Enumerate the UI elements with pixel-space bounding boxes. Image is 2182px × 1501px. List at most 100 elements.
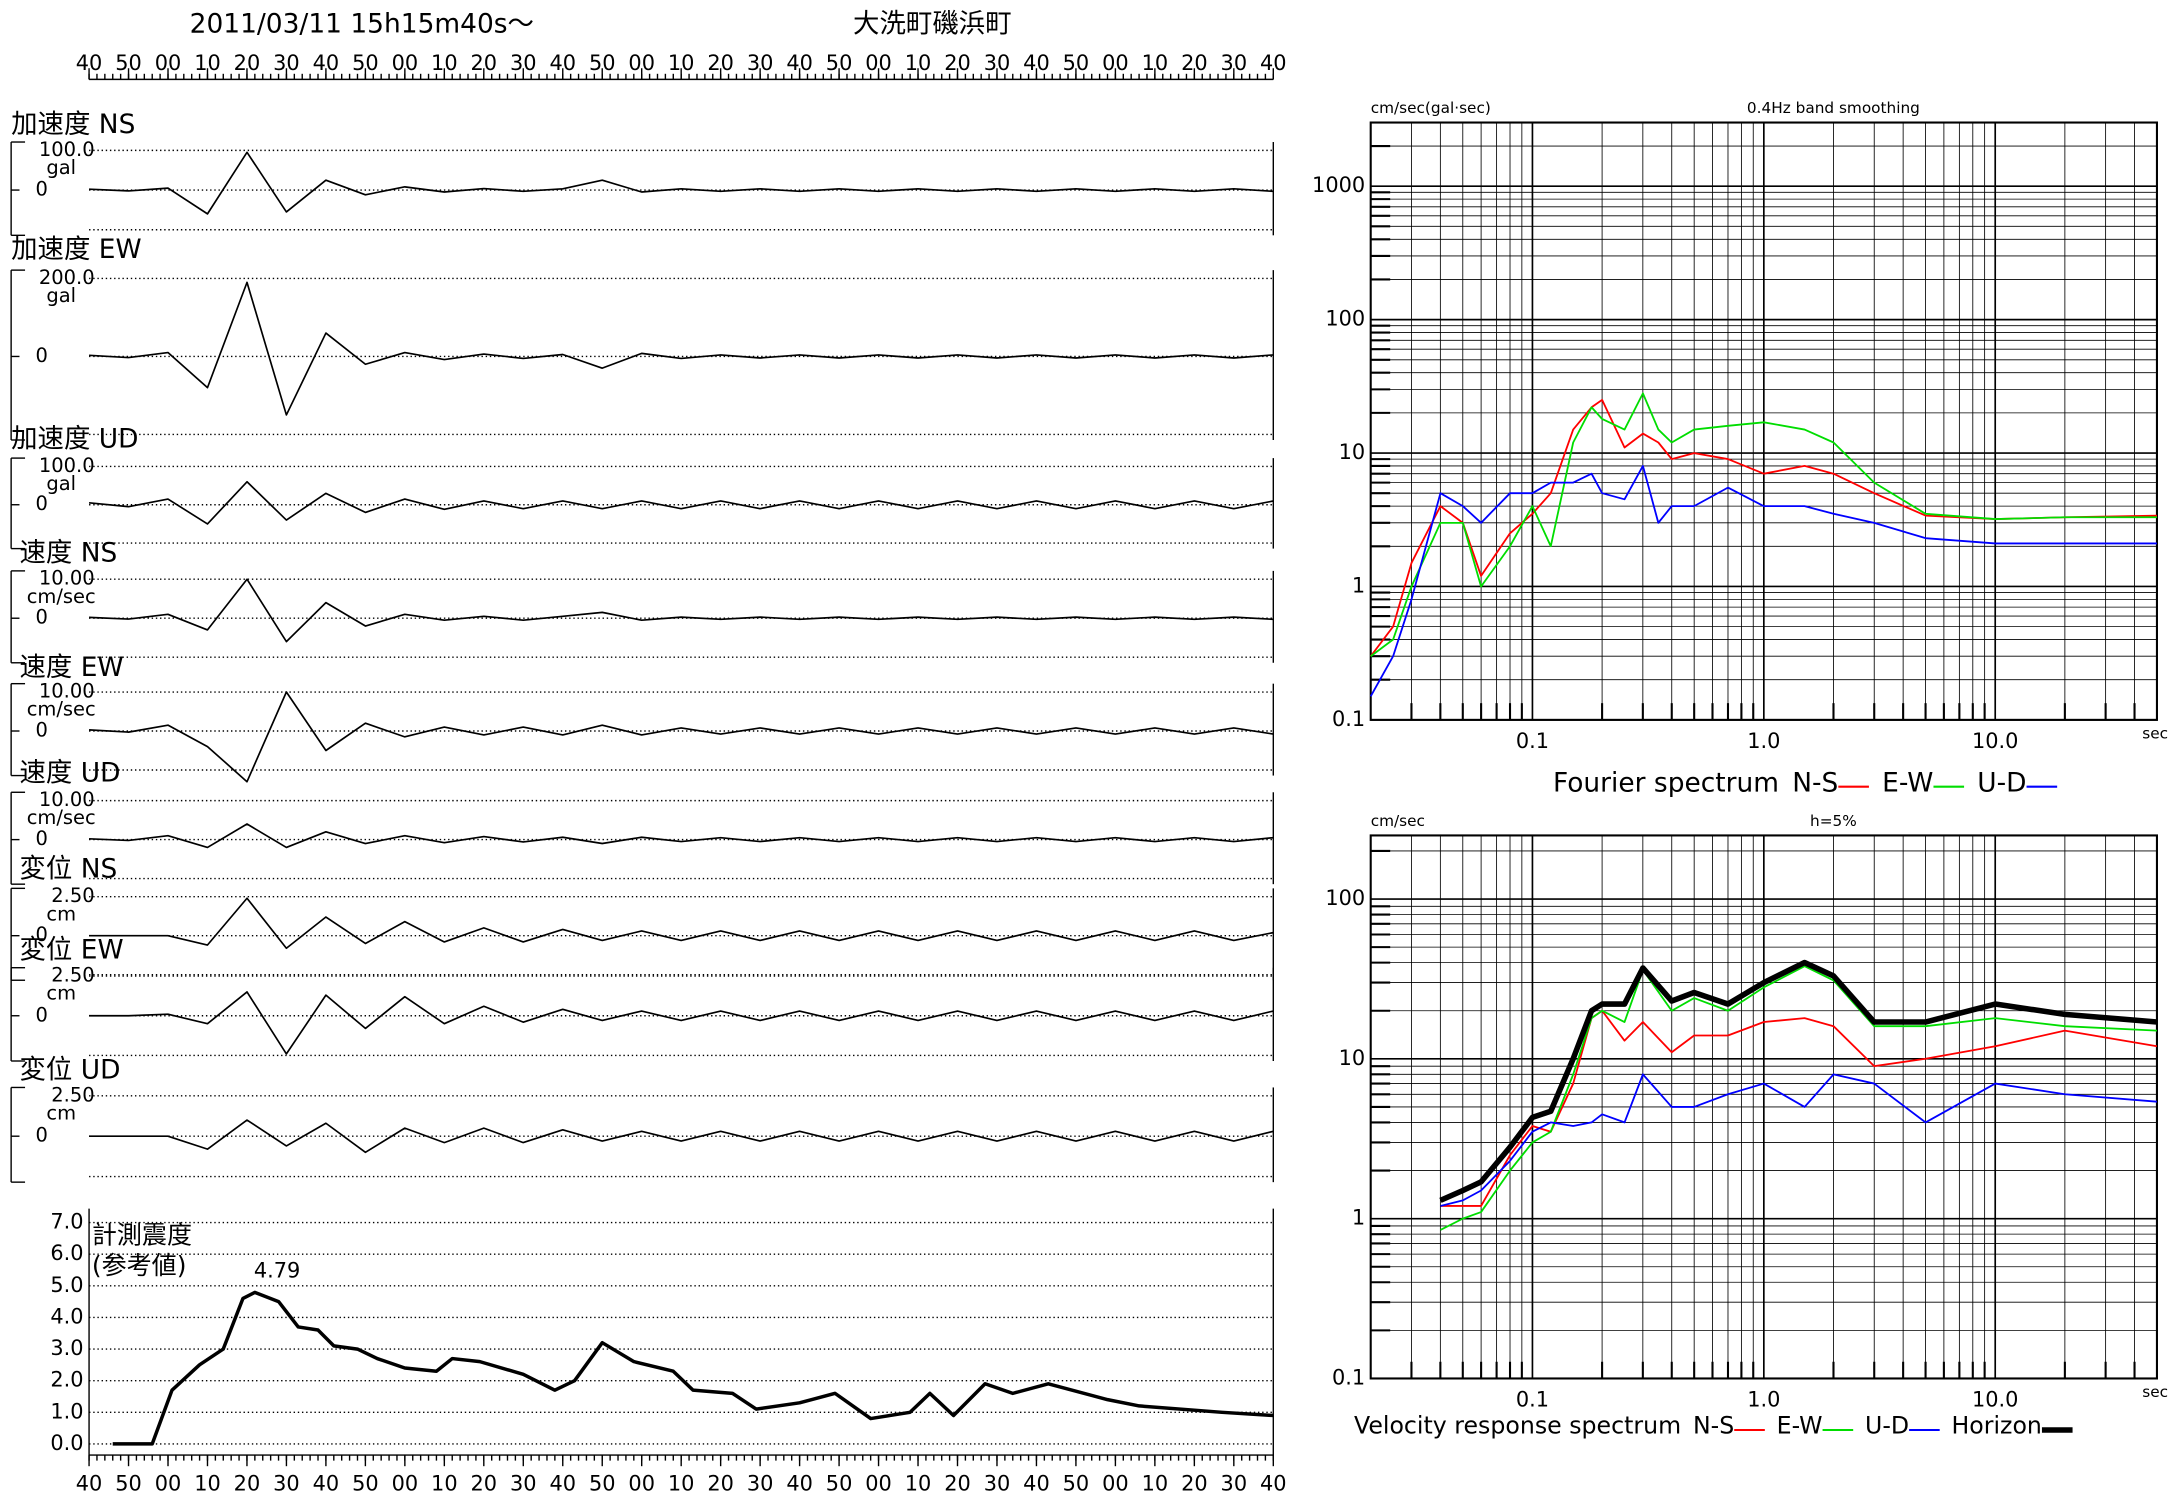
time-tick-label: 40 [1023, 1471, 1050, 1495]
time-tick-label: 20 [471, 1471, 498, 1495]
intensity-tick-label: 1.0 [50, 1399, 83, 1423]
time-tick-label: 30 [1221, 1471, 1248, 1495]
panel-unit: cm/sec [27, 698, 96, 721]
panel-tick-label: 2.50 [51, 1083, 94, 1106]
time-tick-label: 00 [1102, 1471, 1129, 1495]
series-line [1440, 1009, 2158, 1207]
series-line [1370, 392, 2157, 657]
time-tick-label: 00 [628, 1471, 655, 1495]
series-line [1369, 464, 2157, 697]
x-tick-label: 1.0 [1747, 729, 1780, 753]
panel-tick-label: 0 [36, 606, 48, 629]
intensity-tick-label: 7.0 [50, 1210, 83, 1234]
time-tick-label: 00 [628, 51, 655, 75]
panel-title: 速度 EW [19, 652, 123, 683]
panel-tick-label: 10.00 [39, 680, 95, 703]
waveform [89, 578, 1274, 643]
panel-tick-label: 100.0 [39, 454, 95, 477]
station-title: 大洗町磯浜町 [853, 9, 1012, 40]
y-tick-label: 0.1 [1332, 707, 1365, 731]
time-tick-label: 10 [194, 1471, 221, 1495]
time-tick-label: 10 [668, 1471, 695, 1495]
time-tick-label: 30 [1221, 51, 1248, 75]
time-tick-label: 40 [786, 1471, 813, 1495]
intensity-tick-label: 4.0 [50, 1304, 83, 1328]
time-tick-label: 30 [984, 1471, 1011, 1495]
panel-unit: gal [46, 472, 76, 495]
intensity-line [112, 1290, 1274, 1446]
time-tick-label: 20 [234, 51, 261, 75]
time-tick-label: 50 [826, 51, 853, 75]
y-tick-label: 0.1 [1332, 1365, 1365, 1389]
time-tick-label: 00 [865, 51, 892, 75]
time-tick-label: 30 [510, 1471, 537, 1495]
time-tick-label: 10 [431, 1471, 458, 1495]
x-tick-label: 0.1 [1516, 729, 1549, 753]
time-tick-label: 30 [273, 51, 300, 75]
time-tick-label: 40 [76, 51, 103, 75]
series-line [1440, 965, 2157, 1231]
panel-tick-label: 10.00 [39, 567, 95, 590]
time-tick-label: 50 [826, 1471, 853, 1495]
panel-title: 速度 NS [19, 538, 117, 569]
time-tick-label: 40 [1260, 51, 1287, 75]
y-axis-unit: cm/sec(gal·sec) [1371, 99, 1491, 117]
waveform [89, 897, 1274, 950]
panel-tick-label: 0 [36, 827, 48, 850]
panel-title: 変位 NS [19, 854, 117, 885]
legend-label: N-S [1693, 1412, 1734, 1440]
panel-unit: gal [46, 284, 76, 307]
panel-unit: gal [46, 156, 76, 179]
y-tick-label: 1000 [1312, 173, 1365, 197]
x-tick-label: 0.1 [1516, 1388, 1549, 1412]
time-tick-label: 20 [707, 1471, 734, 1495]
time-tick-label: 10 [1142, 1471, 1169, 1495]
time-tick-label: 50 [115, 51, 142, 75]
x-axis-unit: sec [2142, 1383, 2168, 1401]
y-tick-label: 10 [1339, 1046, 1366, 1070]
waveform [89, 1119, 1274, 1154]
panel-tick-label: 100.0 [39, 138, 95, 161]
waveform [88, 480, 1274, 525]
time-tick-label: 40 [313, 1471, 340, 1495]
time-tick-label: 10 [668, 51, 695, 75]
intensity-tick-label: 2.0 [50, 1368, 83, 1392]
time-tick-label: 40 [786, 51, 813, 75]
intensity-subtitle: (参考値) [92, 1251, 187, 1280]
series-line [1439, 959, 2158, 1203]
time-tick-label: 20 [1181, 1471, 1208, 1495]
series-line [1440, 1073, 2158, 1207]
x-tick-label: 10.0 [1972, 1388, 2018, 1412]
time-tick-label: 30 [747, 51, 774, 75]
legend-label: Horizon [1952, 1412, 2042, 1440]
y-tick-label: 100 [1325, 307, 1365, 331]
time-tick-label: 10 [905, 1471, 932, 1495]
time-tick-label: 50 [352, 1471, 379, 1495]
panel-unit: cm/sec [27, 806, 96, 829]
intensity-title: 計測震度 [92, 1220, 192, 1249]
time-tick-label: 40 [1260, 1471, 1287, 1495]
panel-tick-label: 0 [36, 1003, 48, 1026]
intensity-tick-label: 0.0 [50, 1431, 83, 1455]
time-tick-label: 20 [234, 1471, 261, 1495]
time-tick-label: 50 [115, 1471, 142, 1495]
panel-tick-label: 0 [36, 178, 48, 201]
time-tick-label: 50 [1063, 51, 1090, 75]
time-tick-label: 50 [589, 1471, 616, 1495]
panel-title: 変位 EW [19, 934, 123, 965]
panel-tick-label: 0 [36, 923, 48, 946]
time-tick-label: 10 [1142, 51, 1169, 75]
legend-label: N-S [1792, 767, 1838, 798]
time-tick-label: 00 [392, 51, 419, 75]
waveform [89, 823, 1274, 849]
waveform [89, 691, 1274, 783]
panel-title: 加速度 NS [11, 109, 135, 140]
legend-title: Fourier spectrum [1553, 767, 1779, 798]
legend-label: U-D [1865, 1412, 1909, 1440]
time-tick-label: 20 [944, 51, 971, 75]
panel-tick-label: 0 [36, 344, 48, 367]
panel-tick-label: 2.50 [51, 964, 94, 987]
time-tick-label: 00 [865, 1471, 892, 1495]
peak-label: 4.79 [254, 1259, 300, 1283]
